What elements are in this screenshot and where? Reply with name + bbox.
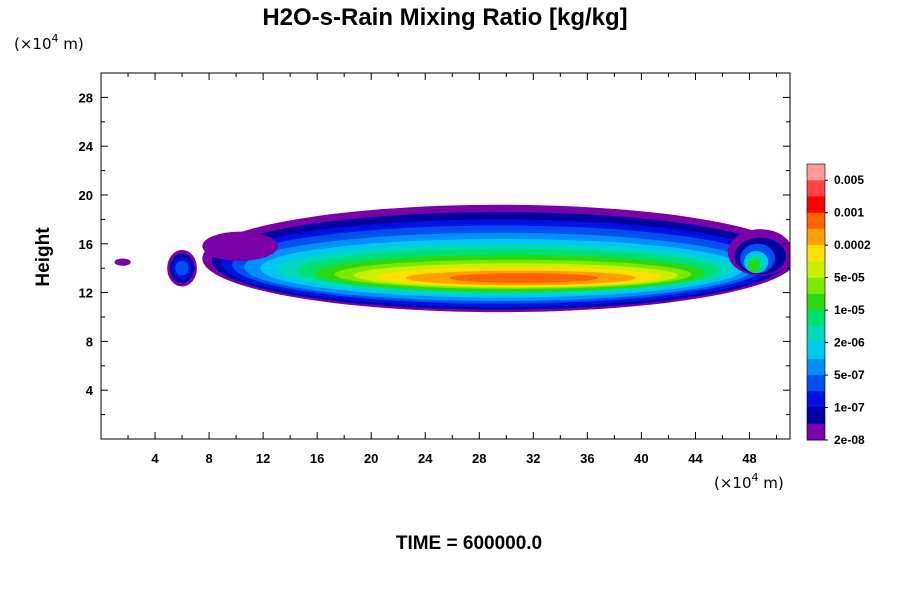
contour-field <box>114 204 790 313</box>
x-tick-label-44: 44 <box>688 451 703 466</box>
y-tick-label-16: 16 <box>79 237 93 252</box>
colorbar-swatch-7 <box>807 277 825 295</box>
colorbar-swatch-8 <box>807 293 825 311</box>
colorbar: 0.005 0.001 0.0002 5e-05 1e-05 2e-06 5e-07 1e-0… <box>806 163 871 447</box>
contour-cell-3 <box>175 260 189 276</box>
plot-frame <box>100 72 791 440</box>
colorbar-swatch-15 <box>807 407 825 425</box>
colorbar-label-6: 5e-07 <box>834 368 865 382</box>
y-tick-label-8: 8 <box>86 334 93 349</box>
colorbar-swatch-9 <box>807 310 825 327</box>
colorbar-label-8: 2e-08 <box>834 433 865 447</box>
y-tick-label-12: 12 <box>79 286 93 301</box>
colorbar-swatch-16 <box>807 423 825 441</box>
contour-cell-10 <box>114 258 131 266</box>
x-tick-label-36: 36 <box>580 451 594 466</box>
y-tick-label-28: 28 <box>79 90 93 105</box>
colorbar-swatch-5 <box>807 245 825 262</box>
colorbar-label-3: 5e-05 <box>834 271 865 285</box>
x-tick-label-40: 40 <box>634 451 648 466</box>
contour-cell-9 <box>748 260 759 272</box>
colorbar-label-1: 0.001 <box>834 206 864 220</box>
colorbar-swatch-12 <box>807 358 825 376</box>
colorbar-swatch-0 <box>807 164 825 181</box>
contour-level-13 <box>449 273 599 283</box>
colorbar-label-0: 0.005 <box>834 173 864 187</box>
colorbar-swatch-10 <box>807 326 825 344</box>
y-tick-label-20: 20 <box>79 188 93 203</box>
colorbar-swatch-1 <box>807 180 825 197</box>
chart-title: H2O-s-Rain Mixing Ratio [kg/kg] <box>262 4 627 31</box>
time-label: TIME = 600000.0 <box>396 533 542 554</box>
x-tick-label-24: 24 <box>418 451 433 466</box>
y-axis: 4 8 12 16 20 24 28 <box>79 90 790 416</box>
y-tick-label-24: 24 <box>79 139 94 154</box>
y-axis-label: Height <box>33 227 54 287</box>
x-tick-label-8: 8 <box>205 451 212 466</box>
contour-cell-11 <box>202 231 278 261</box>
colorbar-swatch-2 <box>807 196 825 214</box>
x-tick-label-48: 48 <box>742 451 756 466</box>
x-tick-label-4: 4 <box>151 451 159 466</box>
colorbar-swatch-3 <box>807 212 825 230</box>
x-tick-label-12: 12 <box>256 451 270 466</box>
y-axis-unit: (×104 m) <box>14 32 84 53</box>
colorbar-swatch-4 <box>807 228 825 246</box>
colorbar-frame <box>806 163 826 441</box>
colorbar-swatch-6 <box>807 261 825 279</box>
y-tick-label-4: 4 <box>86 383 94 398</box>
x-tick-label-20: 20 <box>364 451 378 466</box>
x-tick-label-32: 32 <box>526 451 540 466</box>
colorbar-swatch-13 <box>807 375 825 392</box>
x-axis: 4 8 12 16 20 24 28 32 36 40 44 48 <box>127 73 777 466</box>
colorbar-label-4: 1e-05 <box>834 303 865 317</box>
colorbar-label-5: 2e-06 <box>834 336 865 350</box>
colorbar-swatch-14 <box>807 391 825 409</box>
colorbar-swatch-11 <box>807 342 825 360</box>
colorbar-label-2: 0.0002 <box>834 238 871 252</box>
x-axis-unit: (×104 m) <box>714 471 784 492</box>
colorbar-label-7: 1e-07 <box>834 401 865 415</box>
x-tick-label-16: 16 <box>310 451 324 466</box>
x-tick-label-28: 28 <box>472 451 486 466</box>
